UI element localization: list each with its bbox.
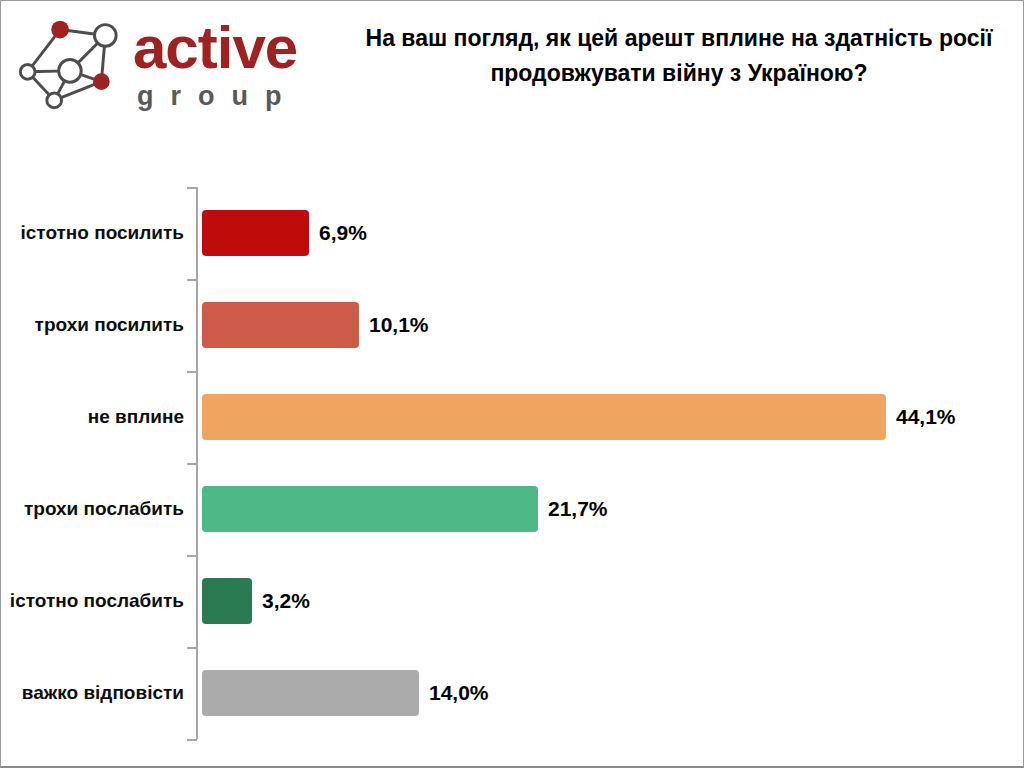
bar-track: 10,1%	[198, 302, 1017, 348]
chart-title-line1: На ваш погляд, як цей арешт вплине на зд…	[341, 21, 1017, 56]
category-label: істотно послабить	[1, 590, 198, 612]
chart-row: істотно посилить 6,9%	[1, 187, 1017, 279]
value-label: 10,1%	[369, 313, 429, 337]
bar-track: 14,0%	[198, 670, 1017, 716]
chart-row: істотно послабить 3,2%	[1, 555, 1017, 647]
category-label: важко відповісти	[1, 682, 198, 704]
axis-tick	[187, 647, 197, 649]
bar	[202, 210, 309, 256]
value-label: 6,9%	[319, 221, 367, 245]
logo-node-outline	[47, 93, 62, 108]
chart-row: не вплине 44,1%	[1, 371, 1017, 463]
logo-network-icon	[7, 3, 125, 121]
chart-row: важко відповісти 14,0%	[1, 647, 1017, 739]
value-label: 3,2%	[262, 589, 310, 613]
bar	[202, 302, 359, 348]
axis-tick	[187, 555, 197, 557]
category-label: трохи послабить	[1, 498, 198, 520]
logo-node-outline	[59, 60, 82, 83]
logo-wordmark: active group	[133, 19, 298, 111]
bar-track: 6,9%	[198, 210, 1017, 256]
logo-node-outline	[95, 25, 117, 47]
logo-node-filled	[51, 21, 69, 39]
chart-title: На ваш погляд, як цей арешт вплине на зд…	[341, 21, 1017, 91]
axis-tick	[187, 463, 197, 465]
logo-brand-text: active	[133, 19, 298, 77]
slide-canvas: active group На ваш погляд, як цей арешт…	[0, 0, 1024, 768]
logo-sub-text: group	[137, 81, 298, 111]
logo: active group	[7, 3, 298, 121]
bar	[202, 578, 252, 624]
bar	[202, 394, 886, 440]
value-label: 14,0%	[429, 681, 489, 705]
bar-track: 44,1%	[198, 394, 1017, 440]
bar	[202, 670, 419, 716]
category-label: трохи посилить	[1, 314, 198, 336]
value-label: 44,1%	[896, 405, 956, 429]
axis-tick	[187, 279, 197, 281]
axis-tick	[187, 739, 197, 741]
category-label: істотно посилить	[1, 222, 198, 244]
axis-tick	[187, 371, 197, 373]
bar-track: 3,2%	[198, 578, 1017, 624]
bar-rows: істотно посилить 6,9% трохи посилить 10,1% н…	[1, 187, 1017, 739]
chart-row: трохи посилить 10,1%	[1, 279, 1017, 371]
axis-tick	[187, 187, 197, 189]
bar-chart: істотно посилить 6,9% трохи посилить 10,1% н…	[1, 187, 1017, 739]
chart-title-line2: продовжувати війну з Україною?	[341, 56, 1017, 91]
value-label: 21,7%	[548, 497, 608, 521]
logo-node-filled	[93, 73, 110, 90]
bar-track: 21,7%	[198, 486, 1017, 532]
chart-row: трохи послабить 21,7%	[1, 463, 1017, 555]
category-label: не вплине	[1, 406, 198, 428]
logo-node-outline	[20, 64, 35, 79]
bar	[202, 486, 538, 532]
